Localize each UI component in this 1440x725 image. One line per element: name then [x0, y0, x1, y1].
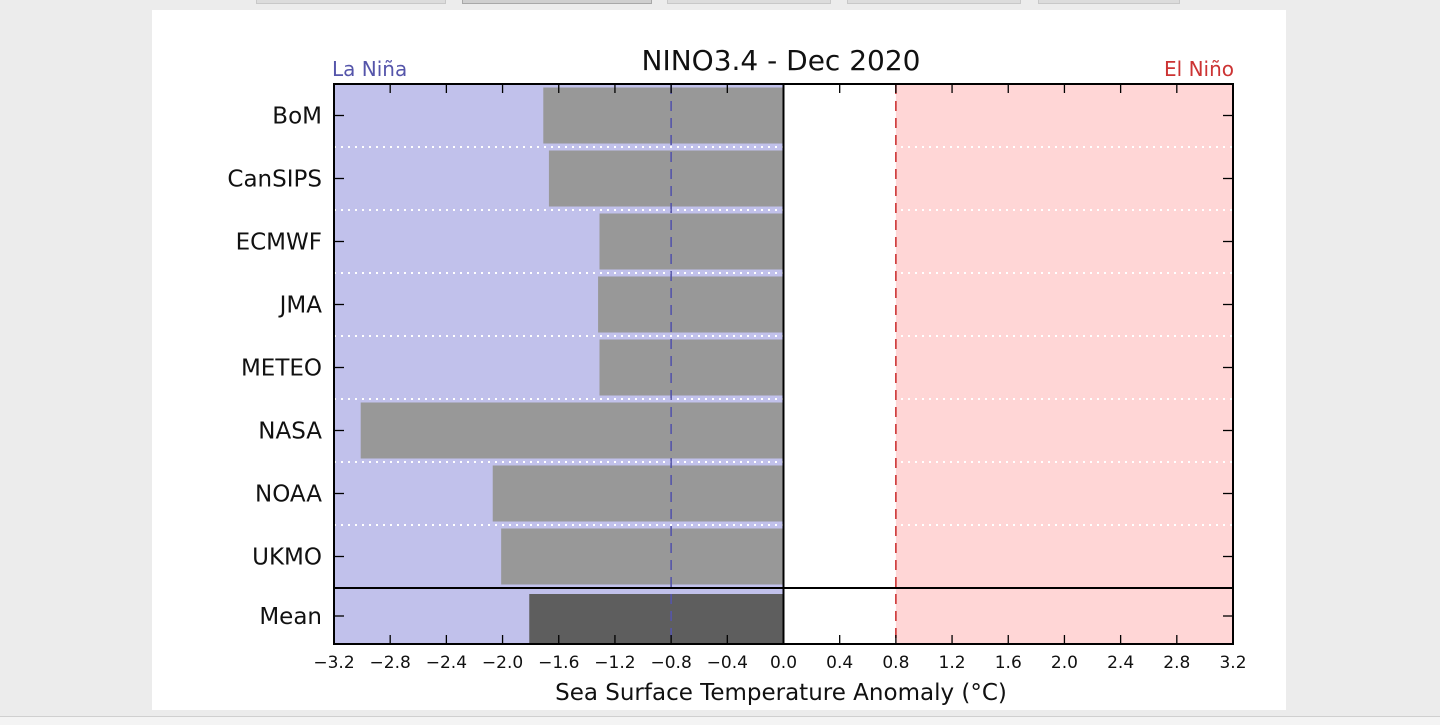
x-tick-label: 0.0 [770, 653, 797, 673]
bar-noaa [492, 465, 784, 522]
bar-nasa [360, 402, 784, 459]
x-tick-label: −1.6 [538, 653, 579, 673]
y-tick-label: BoM [272, 104, 322, 130]
y-tick-label: CanSIPS [227, 167, 322, 193]
tab-3[interactable] [667, 0, 831, 4]
x-tick-label: 1.6 [995, 653, 1022, 673]
x-tick-label: −1.2 [594, 653, 635, 673]
tab-1[interactable] [256, 0, 446, 4]
y-tick-label: Mean [259, 604, 322, 630]
el-nino-label: El Niño [1164, 57, 1234, 81]
y-tick-label: ECMWF [236, 230, 322, 256]
x-tick-label: 0.8 [882, 653, 909, 673]
el-nino-region [895, 84, 1233, 644]
y-tick-label: METEO [241, 356, 322, 382]
bar-bom [543, 87, 784, 144]
x-tick-label: 1.2 [939, 653, 966, 673]
y-tick-label: NASA [258, 419, 322, 445]
tab-5[interactable] [1038, 0, 1180, 4]
la-nina-label: La Niña [332, 57, 407, 81]
x-tick-label: 2.0 [1051, 653, 1078, 673]
x-tick-label: −0.8 [650, 653, 691, 673]
mean-bar [529, 594, 784, 644]
bar-cansips [548, 150, 784, 207]
x-tick-label: 2.8 [1163, 653, 1190, 673]
x-tick-label: −2.0 [482, 653, 523, 673]
x-tick-label: −0.4 [707, 653, 748, 673]
bar-ecmwf [599, 213, 784, 270]
chart-panel: BoM CanSIPS ECMWF JMA METEO NASA NOAA UKMO Mean −… [152, 10, 1286, 710]
x-tick-label: 0.4 [826, 653, 853, 673]
tab-2[interactable] [462, 0, 652, 4]
chart-title: NINO3.4 - Dec 2020 [642, 44, 921, 77]
y-tick-label: NOAA [255, 482, 322, 508]
y-tick-label: JMA [278, 293, 323, 319]
tab-strip [0, 0, 1440, 4]
x-tick-label: −2.8 [370, 653, 411, 673]
x-axis-label: Sea Surface Temperature Anomaly (°C) [555, 680, 1007, 706]
x-tick-label: 3.2 [1219, 653, 1246, 673]
bar-meteo [599, 339, 784, 396]
y-tick-label: UKMO [252, 545, 322, 571]
neutral-region [783, 84, 896, 644]
x-tick-label: −3.2 [313, 653, 354, 673]
tab-4[interactable] [847, 0, 1021, 4]
x-tick-label: 2.4 [1107, 653, 1134, 673]
x-tick-label: −2.4 [426, 653, 467, 673]
bar-ukmo [501, 528, 784, 585]
bar-jma [598, 276, 784, 333]
enso-forecast-chart: BoM CanSIPS ECMWF JMA METEO NASA NOAA UKMO Mean −… [227, 44, 1246, 706]
bottom-strip [0, 716, 1440, 725]
